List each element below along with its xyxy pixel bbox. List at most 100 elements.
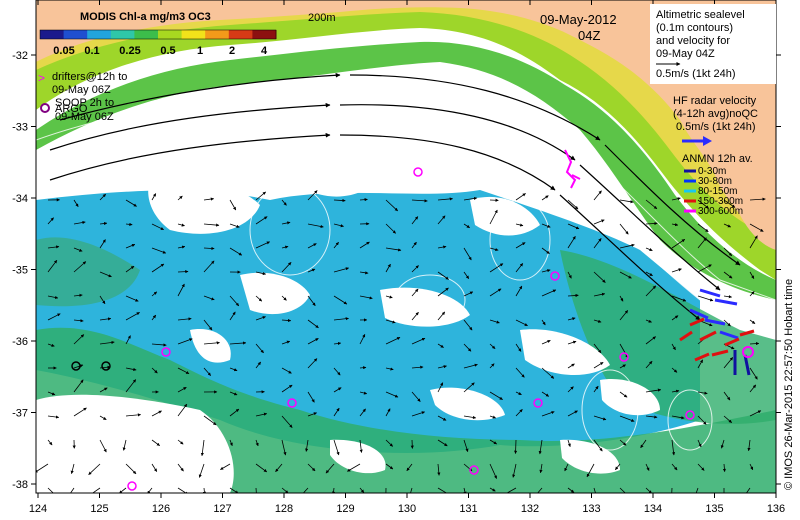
velocity-vector	[515, 319, 528, 327]
velocity-vector	[411, 311, 419, 321]
x-tick-label: 130	[398, 503, 416, 515]
colorbar-tick-label: 1	[197, 45, 203, 57]
velocity-vector	[541, 223, 551, 228]
velocity-vector	[359, 198, 368, 202]
velocity-vector	[275, 463, 283, 473]
velocity-vector	[671, 487, 673, 493]
velocity-vector	[593, 271, 606, 283]
velocity-vector	[437, 271, 449, 280]
velocity-vector	[203, 260, 215, 273]
velocity-vector	[255, 361, 262, 369]
velocity-vector	[437, 365, 447, 369]
velocity-vector	[463, 343, 472, 352]
velocity-vector	[515, 367, 525, 378]
velocity-vector	[463, 271, 470, 279]
velocity-vector	[747, 439, 751, 452]
velocity-vector	[281, 487, 289, 493]
velocity-vector	[255, 295, 263, 302]
boundary-current-arrows	[49, 72, 741, 321]
velocity-vector	[47, 343, 55, 347]
velocity-vector	[749, 223, 764, 232]
velocity-vector	[749, 319, 756, 325]
velocity-vector	[722, 463, 727, 473]
hf-radar-vectors	[679, 288, 755, 376]
velocity-vector	[463, 487, 467, 493]
velocity-vector	[151, 314, 157, 321]
velocity-vector	[749, 384, 757, 393]
argo-floats	[71, 167, 695, 491]
altimetry-legend-line5: 0.5m/s (1kt 24h)	[656, 68, 735, 80]
velocity-vector	[671, 223, 679, 227]
velocity-vector	[723, 391, 731, 401]
y-axis: -32 -33 -34 -35 -36 -37 -38	[12, 50, 781, 491]
velocity-vector	[489, 487, 496, 492]
legend-left: > drifters@12h to 09-May 06Z ARGO SOOP 2…	[38, 71, 127, 123]
velocity-vector	[619, 223, 629, 235]
altimetry-legend: Altimetric sealevel (0.1m contours) and …	[650, 4, 776, 84]
velocity-vector	[255, 463, 268, 473]
hf-radar-legend: HF radar velocity (4-12h avg)noQC 0.5m/s…	[673, 95, 758, 146]
velocity-vector	[502, 487, 517, 493]
velocity-vector	[359, 295, 373, 300]
depth-contour-label: 200m	[308, 12, 336, 24]
velocity-vector	[437, 463, 441, 476]
velocity-vector	[203, 415, 217, 426]
velocity-vector	[593, 319, 602, 323]
velocity-vector	[619, 439, 627, 446]
x-tick-label: 133	[582, 503, 600, 515]
velocity-vector	[749, 410, 762, 417]
velocity-vector	[333, 198, 346, 203]
colorbar-swatch	[134, 30, 159, 39]
x-tick-label: 134	[644, 503, 662, 515]
velocity-vector	[125, 312, 140, 321]
velocity-vector	[593, 361, 604, 369]
velocity-vector	[489, 247, 499, 252]
colorbar: MODIS Chl-a mg/m3 OC3 0.05 0.1 0.25 0.5 1 2 4	[39, 11, 277, 57]
velocity-vector	[70, 463, 75, 475]
colorbar-swatch	[63, 30, 88, 39]
velocity-vector	[99, 221, 108, 226]
velocity-vector	[255, 191, 266, 201]
velocity-vector	[514, 439, 518, 454]
velocity-vector	[411, 216, 419, 225]
velocity-vector	[749, 271, 755, 279]
velocity-vector	[281, 415, 293, 428]
map-frame	[35, 0, 777, 494]
velocity-vector	[593, 190, 602, 201]
velocity-vector	[177, 367, 190, 375]
colorbar-swatch	[252, 30, 277, 39]
velocity-vector	[619, 343, 629, 358]
velocity-vector	[749, 197, 766, 201]
velocity-vector	[515, 193, 526, 201]
velocity-vector	[177, 317, 192, 321]
velocity-vector	[229, 439, 233, 447]
velocity-vector	[489, 439, 497, 445]
velocity-vector	[255, 487, 257, 493]
velocity-vector	[593, 415, 607, 421]
velocity-vector	[99, 439, 107, 453]
velocity-vector	[489, 363, 495, 369]
velocity-vector	[125, 265, 135, 273]
velocity-vector	[88, 463, 101, 475]
velocity-vector	[697, 359, 704, 369]
velocity-vector	[697, 223, 709, 233]
velocity-vector	[671, 315, 679, 321]
soop-legend-line1: SOOP 2h to	[55, 97, 114, 109]
velocity-vector	[671, 197, 681, 201]
velocity-vector	[567, 293, 579, 298]
y-tick-label: -37	[12, 408, 28, 420]
velocity-vector	[281, 367, 292, 374]
velocity-vector	[723, 199, 736, 208]
velocity-vector	[645, 463, 650, 471]
velocity-vector	[151, 439, 160, 447]
velocity-vector	[73, 364, 84, 369]
velocity-vector	[200, 439, 205, 457]
velocity-vector	[489, 288, 502, 297]
colorbar-swatch	[87, 30, 112, 39]
velocity-vector	[151, 193, 157, 201]
altimetry-legend-line4: 09-May 04Z	[656, 48, 715, 60]
velocity-vector	[125, 379, 137, 393]
date-label: 09-May-2012	[540, 12, 617, 27]
velocity-vector	[723, 247, 733, 257]
